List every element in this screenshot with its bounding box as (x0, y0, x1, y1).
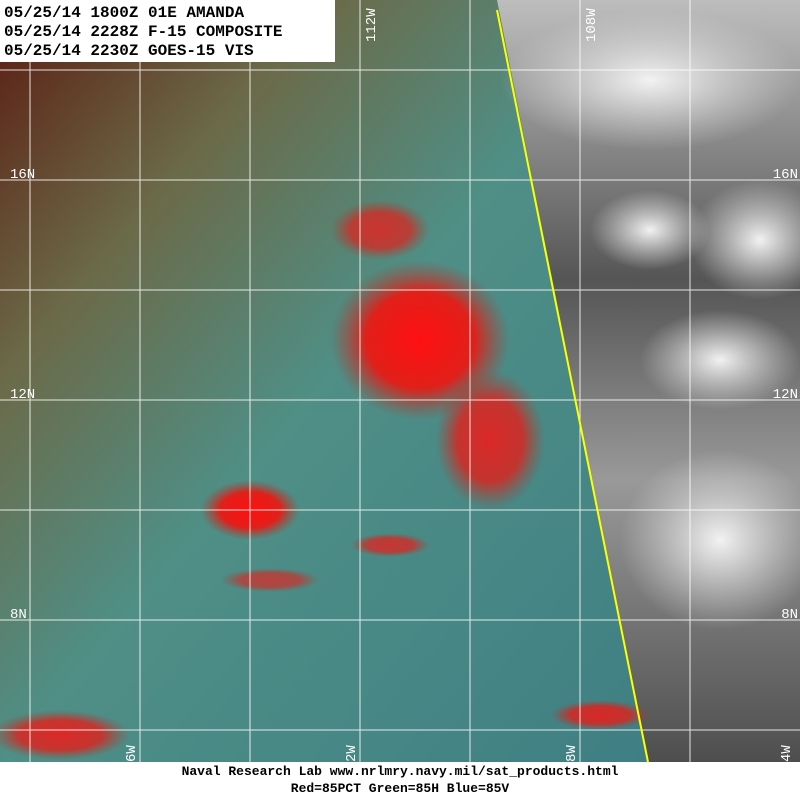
lon-label: 8W (564, 745, 580, 762)
lat-label: 8N (781, 607, 798, 623)
lat-label: 16N (773, 167, 798, 183)
lon-label: 6W (124, 745, 140, 762)
lon-label: 2W (344, 745, 360, 762)
swath-edge (496, 9, 649, 763)
header-box (0, 0, 335, 62)
lon-label: 4W (779, 745, 795, 762)
lat-label: 12N (773, 387, 798, 403)
footer-line: Red=85PCT Green=85H Blue=85V (291, 781, 510, 796)
microwave-image (0, 0, 648, 762)
clouds (500, 10, 800, 630)
lat-label: 12N (10, 387, 35, 403)
header-line: 05/25/14 1800Z 01E AMANDA (4, 4, 244, 22)
lat-label: 8N (10, 607, 27, 623)
lat-label: 16N (10, 167, 35, 183)
footer-line: Naval Research Lab www.nrlmry.navy.mil/s… (182, 764, 619, 779)
lon-label: 108W (584, 8, 600, 42)
footer-box (0, 762, 800, 800)
header-line: 05/25/14 2228Z F-15 COMPOSITE (4, 23, 282, 41)
lon-label: 112W (364, 8, 380, 42)
lat-lon-grid (0, 0, 800, 762)
header-line: 05/25/14 2230Z GOES-15 VIS (4, 42, 254, 60)
